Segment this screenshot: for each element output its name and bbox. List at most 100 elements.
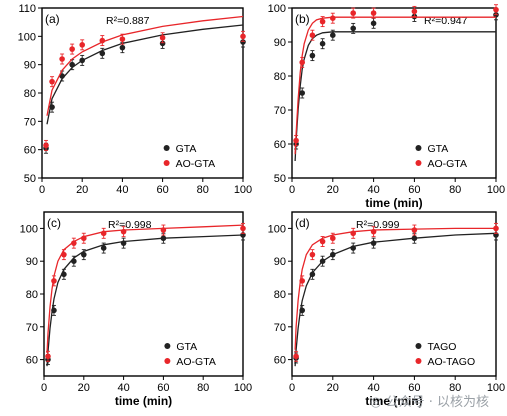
x-tick-label: 80 xyxy=(197,184,209,196)
r-squared-label: R²=0.999 xyxy=(356,219,400,231)
data-point xyxy=(160,227,167,233)
legend-label: TAGO xyxy=(427,341,456,353)
legend-marker xyxy=(415,160,422,166)
panel-a: 0 20 40 60 80 100 50 60 70 80 90 100 110 (a) R²=0.887 G… xyxy=(18,3,253,196)
series-tago xyxy=(293,229,499,367)
y-tick-label: 50 xyxy=(24,173,36,185)
x-tick-label: 0 xyxy=(39,184,45,196)
r-squared-label: R²=0.998 xyxy=(108,219,152,231)
data-point xyxy=(330,15,336,21)
data-point xyxy=(330,251,336,258)
data-point xyxy=(309,251,316,258)
legend: GTA AO-GTA xyxy=(164,341,216,368)
legend-marker xyxy=(415,343,422,349)
data-point xyxy=(79,42,85,48)
data-point xyxy=(330,235,336,242)
panel-label: (d) xyxy=(295,216,310,230)
y-tick-label: 90 xyxy=(274,37,286,49)
data-point xyxy=(299,278,306,284)
x-tick-label: 20 xyxy=(78,382,90,394)
data-point xyxy=(293,353,299,360)
x-tick-label: 40 xyxy=(367,184,379,196)
data-point xyxy=(45,353,51,360)
panel-label: (a) xyxy=(45,12,60,26)
legend-label: AO-GTA xyxy=(427,158,466,170)
data-point xyxy=(51,307,57,314)
series-gta xyxy=(293,9,499,162)
data-point xyxy=(59,56,65,62)
legend: TAGO AO-TAGO xyxy=(415,341,475,368)
data-point xyxy=(299,307,306,314)
x-tick-label: 100 xyxy=(234,184,252,196)
data-point xyxy=(99,50,106,57)
y-tick-label: 110 xyxy=(18,3,36,15)
series-gta xyxy=(45,229,246,367)
data-point xyxy=(61,251,67,258)
data-point xyxy=(100,245,107,251)
panel-d: 0 20 40 60 80 100 60 70 80 90 100 time (min) (d) R²=0… xyxy=(268,211,505,408)
y-tick-label: 70 xyxy=(274,105,286,117)
r-squared-label: R²=0.947 xyxy=(424,15,468,27)
y-tick-label: 80 xyxy=(24,88,36,100)
data-point xyxy=(100,230,107,237)
y-tick-label: 70 xyxy=(274,322,286,334)
x-tick-label: 40 xyxy=(367,382,379,394)
fit-curve xyxy=(46,224,244,354)
data-point xyxy=(120,228,127,235)
y-tick-label: 50 xyxy=(274,173,286,185)
y-tick-label: 70 xyxy=(24,116,36,128)
data-point xyxy=(293,137,299,144)
x-tick-label: 20 xyxy=(327,382,339,394)
x-tick-label: 100 xyxy=(234,382,252,394)
data-point xyxy=(370,228,377,235)
data-point xyxy=(119,36,126,42)
legend: GTA AO-GTA xyxy=(163,143,215,170)
y-tick-label: 60 xyxy=(274,355,286,367)
x-tick-label: 80 xyxy=(197,382,209,394)
data-point xyxy=(71,240,77,246)
data-point xyxy=(370,240,377,246)
data-point xyxy=(71,258,77,265)
legend-label: GTA xyxy=(176,341,197,353)
x-tick-label: 20 xyxy=(76,184,88,196)
x-tick-label: 60 xyxy=(408,382,420,394)
legend-marker xyxy=(415,358,422,364)
data-point xyxy=(370,20,377,27)
series-ao-gta xyxy=(45,222,246,362)
watermark: ◎ 公众号 · 以核为核 xyxy=(370,391,489,410)
x-tick-label: 80 xyxy=(449,382,461,394)
y-tick-label: 80 xyxy=(274,71,286,83)
data-point xyxy=(411,8,418,15)
y-tick-label: 90 xyxy=(26,256,38,268)
r-squared-label: R²=0.887 xyxy=(106,15,150,27)
panel-c: 0 20 40 60 80 100 60 70 80 90 100 time (min) (c) R²=0… xyxy=(20,211,252,408)
series-ao-gta xyxy=(43,15,246,151)
data-point xyxy=(319,18,326,25)
plot-frame xyxy=(41,7,244,179)
watermark-text: 公众号 · 以核为核 xyxy=(385,395,489,410)
y-tick-label: 100 xyxy=(20,223,38,235)
plot-frame xyxy=(291,7,497,179)
panel-label: (b) xyxy=(295,12,310,26)
data-point xyxy=(240,33,246,40)
data-point xyxy=(330,32,336,38)
x-tick-label: 20 xyxy=(327,184,339,196)
fit-curve xyxy=(294,31,496,162)
data-point xyxy=(299,59,306,66)
data-point xyxy=(43,142,49,149)
legend-label: AO-TAGO xyxy=(427,356,475,368)
data-point xyxy=(61,271,67,278)
data-point xyxy=(81,251,87,258)
data-point xyxy=(120,240,127,246)
data-point xyxy=(240,39,246,45)
data-point xyxy=(309,32,316,38)
data-point xyxy=(350,10,357,16)
y-tick-label: 100 xyxy=(268,3,286,15)
x-axis-title: time (min) xyxy=(115,394,172,408)
data-point xyxy=(81,235,87,242)
fit-curve xyxy=(294,16,496,155)
data-point xyxy=(159,40,166,47)
fit-curve xyxy=(46,234,244,367)
panel-label: (c) xyxy=(47,216,61,230)
